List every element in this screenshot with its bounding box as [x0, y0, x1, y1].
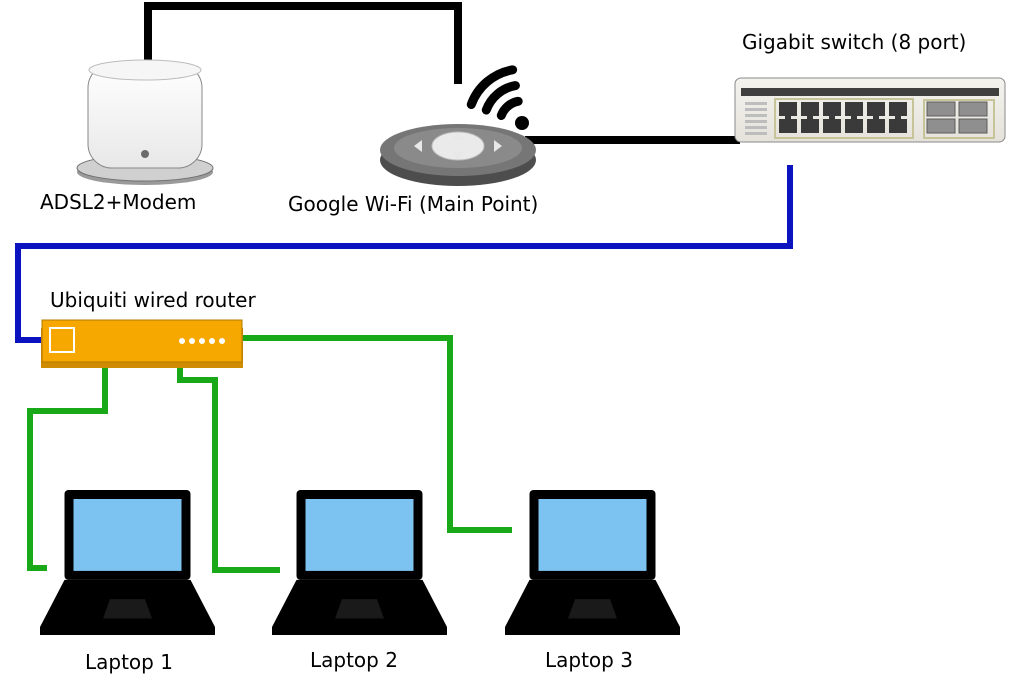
google-wifi-icon — [380, 70, 536, 186]
label-switch: Gigabit switch (8 port) — [742, 30, 966, 54]
modem-icon — [77, 60, 213, 185]
laptop-2-icon — [272, 490, 447, 635]
label-laptop3: Laptop 3 — [545, 648, 633, 672]
label-laptop1: Laptop 1 — [85, 650, 173, 674]
laptop-1-icon — [40, 490, 215, 635]
laptop-3-icon — [505, 490, 680, 635]
label-laptop2: Laptop 2 — [310, 648, 398, 672]
label-ubnt: Ubiquiti wired router — [50, 288, 256, 312]
switch-icon — [735, 78, 1005, 142]
label-modem: ADSL2+Modem — [40, 190, 196, 214]
ubiquiti-router-icon — [41, 320, 243, 368]
label-gwifi: Google Wi-Fi (Main Point) — [288, 192, 538, 216]
